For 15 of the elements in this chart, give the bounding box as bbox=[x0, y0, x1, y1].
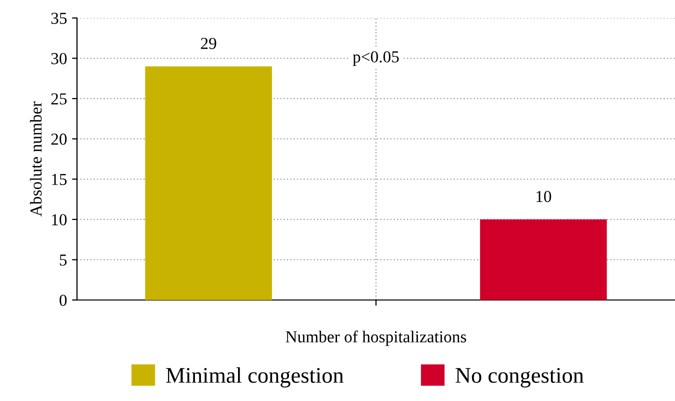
x-tick-label: Number of hospitalizations bbox=[286, 330, 466, 346]
y-tick-label: 25 bbox=[51, 93, 67, 105]
data-label: 29 bbox=[200, 38, 216, 50]
y-tick-label: 20 bbox=[51, 134, 67, 145]
y-axis-title: Absolute number bbox=[30, 102, 42, 216]
y-tick-label: 10 bbox=[52, 214, 67, 226]
y-tick-label: 35 bbox=[51, 12, 67, 24]
annotation: p<0.05 bbox=[352, 51, 399, 66]
y-tick-label: 0 bbox=[60, 294, 67, 306]
legend-label: No congestion bbox=[456, 368, 584, 388]
y-tick-label: 15 bbox=[52, 174, 67, 186]
y-tick-label: 5 bbox=[60, 254, 67, 266]
data-label: 10 bbox=[536, 190, 552, 202]
y-tick-label: 30 bbox=[51, 52, 67, 64]
legend-label: Minimal congestion bbox=[166, 367, 344, 388]
